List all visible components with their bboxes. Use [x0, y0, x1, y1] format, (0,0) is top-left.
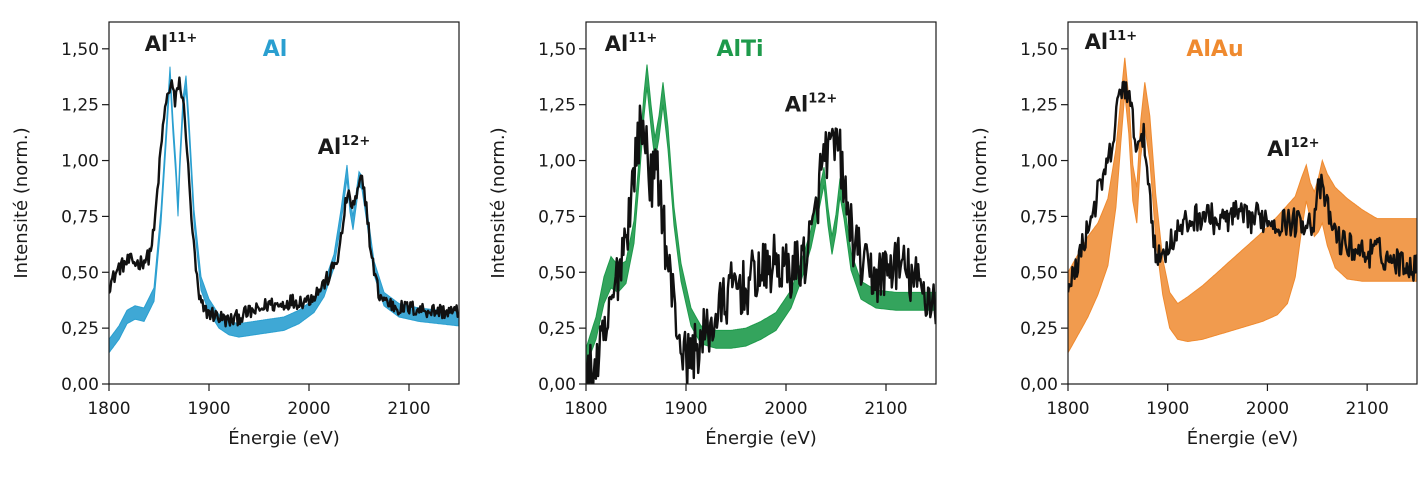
y-tick-label: 1,25	[538, 96, 576, 116]
plot-frame	[1067, 21, 1418, 385]
peak-annotation-base: Al	[318, 135, 341, 159]
legend-label: AlAu	[1186, 37, 1243, 62]
x-tick-label: 1900	[1146, 399, 1189, 419]
y-tick-label: 0,75	[1020, 207, 1058, 227]
x-tick-label: 1800	[564, 399, 607, 419]
y-tick-label: 0,25	[1020, 319, 1058, 339]
series-line-3	[1068, 80, 1417, 293]
x-tick-label: 2000	[287, 399, 330, 419]
y-tick-label: 0,50	[61, 263, 99, 283]
chart-panel-3: 0,00 0,25 0,50 0,75 1,00 1,25 1,50 1800 1900 2000…	[970, 21, 1418, 449]
peak-annotation-base: Al	[1267, 137, 1290, 161]
peak-annotation-sup: 11+	[168, 31, 197, 46]
y-tick-label: 1,25	[1020, 96, 1058, 116]
y-tick-label: 1,25	[61, 96, 99, 116]
peak-annotation-base: Al	[785, 92, 808, 116]
x-axis-label: Énergie (eV)	[705, 427, 817, 449]
y-tick-label: 0,75	[538, 207, 576, 227]
peak-annotation-sup: 12+	[808, 91, 837, 106]
y-tick-label: 1,00	[1020, 152, 1058, 172]
plot-frame	[585, 21, 937, 385]
peak-annotation: Al11+	[145, 31, 197, 56]
peak-annotation-sup: 11+	[628, 31, 657, 46]
plot-area	[1068, 57, 1417, 354]
y-tick-label: 1,50	[61, 40, 99, 60]
peak-annotation-sup: 12+	[1291, 136, 1320, 151]
x-tick-label: 1900	[187, 399, 230, 419]
plot-area	[109, 66, 459, 354]
y-tick-label: 1,50	[1020, 40, 1058, 60]
x-tick-label: 1800	[87, 399, 130, 419]
x-tick-label: 1800	[1046, 399, 1089, 419]
series-band-2	[586, 64, 936, 367]
y-axis-label: Intensité (norm.)	[11, 127, 32, 278]
series-line-2	[586, 104, 936, 384]
peak-annotation-base: Al	[605, 32, 628, 56]
x-tick-label: 2100	[864, 399, 907, 419]
y-tick-label: 0,00	[1020, 375, 1058, 395]
x-tick-label: 1900	[664, 399, 707, 419]
legend-label: Al	[263, 37, 288, 62]
y-tick-label: 0,50	[1020, 263, 1058, 283]
y-tick-label: 1,00	[538, 152, 576, 172]
y-tick-label: 1,00	[61, 152, 99, 172]
peak-annotation: Al11+	[1085, 29, 1137, 54]
series-band-3	[1068, 57, 1417, 354]
x-tick-label: 2100	[1346, 399, 1389, 419]
plot-frame	[108, 21, 460, 385]
legend-label: AlTi	[716, 37, 763, 62]
y-tick-label: 1,50	[538, 40, 576, 60]
y-tick-label: 0,00	[538, 375, 576, 395]
peak-annotation-sup: 12+	[341, 134, 370, 149]
peak-annotation: Al11+	[605, 31, 657, 56]
y-tick-label: 0,00	[61, 375, 99, 395]
x-tick-label: 2000	[1246, 399, 1289, 419]
y-tick-label: 0,25	[538, 319, 576, 339]
y-tick-label: 0,50	[538, 263, 576, 283]
x-axis-label: Énergie (eV)	[1187, 427, 1299, 449]
plot-area	[586, 64, 936, 384]
peak-annotation: Al12+	[1267, 136, 1319, 161]
peak-annotation-base: Al	[1085, 30, 1108, 54]
peak-annotation-sup: 11+	[1108, 29, 1137, 44]
peak-annotation: Al12+	[785, 91, 837, 116]
x-tick-label: 2000	[764, 399, 807, 419]
y-axis-label: Intensité (norm.)	[970, 127, 991, 278]
peak-annotation-base: Al	[145, 32, 168, 56]
y-axis-label: Intensité (norm.)	[488, 127, 509, 278]
chart-panel-1: 0,00 0,25 0,50 0,75 1,00 1,25 1,50 1800 1900 2000…	[11, 21, 460, 449]
y-tick-label: 0,75	[61, 207, 99, 227]
chart-panel-2: 0,00 0,25 0,50 0,75 1,00 1,25 1,50 1800 1900 2000…	[488, 21, 937, 449]
peak-annotation: Al12+	[318, 134, 370, 159]
x-axis-label: Énergie (eV)	[228, 427, 340, 449]
series-line-1	[109, 76, 459, 328]
y-tick-label: 0,25	[61, 319, 99, 339]
x-tick-label: 2100	[387, 399, 430, 419]
